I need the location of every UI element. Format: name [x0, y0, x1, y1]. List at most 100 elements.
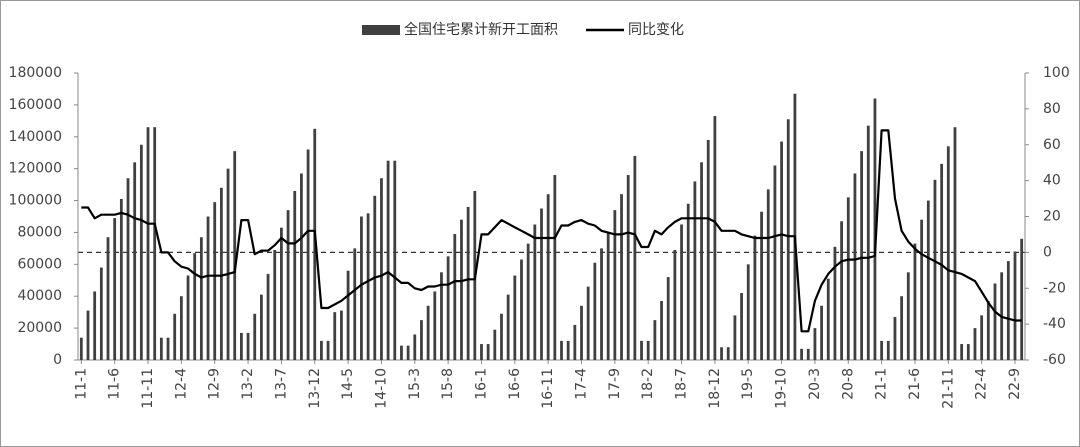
x-tick-label: 20-8 — [840, 368, 856, 400]
bar — [340, 310, 343, 360]
bar — [593, 262, 597, 360]
bar — [173, 313, 177, 360]
bar — [79, 337, 83, 360]
bar — [366, 213, 370, 360]
bar — [440, 272, 443, 360]
bar — [146, 127, 150, 360]
bar — [706, 139, 710, 360]
bar — [506, 294, 510, 360]
x-tick-label: 16-11 — [540, 368, 556, 409]
x-tick-label: 18-2 — [640, 368, 656, 400]
x-tick-label: 14-10 — [373, 368, 389, 409]
bar — [453, 234, 457, 360]
bar — [606, 232, 610, 360]
bar — [1006, 261, 1010, 360]
bar — [106, 237, 110, 360]
bar — [806, 348, 810, 360]
x-tick-label: 16-6 — [507, 368, 523, 400]
y2-tick-label: 0 — [1043, 244, 1052, 260]
x-tick-label: 22-9 — [1007, 368, 1023, 400]
y-tick-label: 20000 — [17, 320, 62, 336]
bar — [493, 329, 497, 360]
bar — [213, 202, 217, 360]
bar — [326, 340, 330, 360]
y-tick-label: 80000 — [17, 224, 62, 240]
bar — [920, 219, 924, 360]
bar — [960, 344, 964, 360]
bar — [973, 328, 977, 360]
x-tick-label: 21-11 — [940, 368, 956, 409]
legend-label: 同比变化 — [628, 22, 684, 38]
x-tick-label: 13-2 — [240, 368, 256, 400]
x-tick-label: 19-10 — [774, 368, 790, 409]
bar — [660, 301, 663, 360]
y2-tick-label: 80 — [1043, 101, 1061, 117]
bar — [953, 127, 957, 360]
bar — [206, 216, 210, 360]
legend-label: 全国住宅累计新开工面积 — [404, 21, 558, 38]
bar — [546, 194, 550, 360]
bar — [406, 345, 410, 360]
bar — [700, 162, 703, 360]
bar — [93, 291, 97, 360]
bar — [746, 264, 750, 360]
bar — [119, 198, 123, 360]
x-tick-label: 20-3 — [807, 368, 823, 400]
bar — [586, 286, 590, 360]
x-tick-label: 17-9 — [607, 368, 623, 400]
bar — [186, 275, 190, 360]
bar — [866, 125, 870, 360]
bar — [533, 224, 537, 360]
bar — [500, 313, 503, 360]
bar — [946, 146, 950, 360]
bar — [893, 316, 897, 360]
bar — [353, 248, 357, 360]
bar — [540, 208, 543, 360]
x-tick-label: 14-5 — [340, 368, 356, 400]
bar — [726, 347, 730, 360]
x-tick-label: 13-7 — [273, 368, 289, 400]
bar — [346, 270, 350, 360]
bar — [239, 332, 243, 360]
y2-tick-label: 60 — [1043, 137, 1061, 153]
bar — [560, 340, 563, 360]
bar — [413, 334, 417, 360]
bar — [840, 221, 844, 360]
bar — [880, 340, 884, 360]
x-tick-label: 18-12 — [707, 368, 723, 409]
x-tick-label: 15-3 — [407, 368, 423, 400]
y-tick-label: 40000 — [17, 288, 62, 304]
bar — [393, 160, 397, 360]
bar — [886, 340, 890, 360]
bar — [600, 248, 603, 360]
bar — [280, 227, 283, 360]
x-tick-label: 11-11 — [140, 368, 156, 409]
bar — [1020, 238, 1024, 360]
bar — [986, 301, 990, 360]
bar — [219, 187, 223, 360]
bar — [253, 313, 257, 360]
bar — [933, 179, 937, 360]
y2-tick-label: -20 — [1043, 280, 1066, 296]
bar — [800, 348, 803, 360]
bar — [480, 344, 483, 360]
bar — [113, 218, 117, 360]
bar — [313, 128, 317, 360]
bar — [306, 149, 310, 360]
y2-tick-label: -40 — [1043, 316, 1066, 332]
bar — [740, 293, 743, 360]
bar — [826, 278, 830, 360]
x-tick-label: 18-7 — [674, 368, 690, 400]
bar — [199, 237, 203, 360]
bar — [793, 93, 797, 360]
bar — [179, 296, 183, 360]
y2-tick-label: 100 — [1043, 65, 1070, 81]
x-tick-label: 16-1 — [473, 368, 489, 400]
bar — [813, 328, 817, 360]
bar — [853, 173, 857, 360]
bar — [633, 155, 637, 360]
line-series — [81, 129, 1022, 333]
bar — [139, 144, 143, 360]
y-tick-label: 60000 — [17, 256, 62, 272]
bar — [433, 291, 437, 360]
